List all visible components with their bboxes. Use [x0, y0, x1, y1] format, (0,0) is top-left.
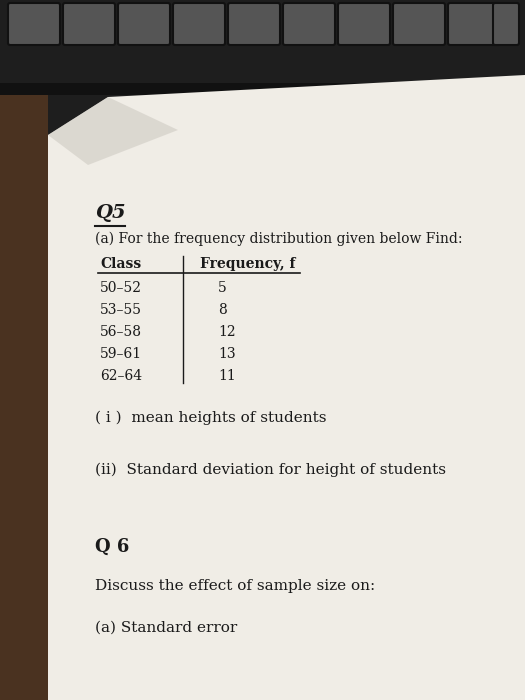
Text: 59–61: 59–61 [100, 347, 142, 361]
Text: 8: 8 [218, 303, 227, 317]
Bar [0, 83, 525, 95]
Text: 12: 12 [218, 325, 236, 339]
Text: Class: Class [100, 257, 141, 271]
Text: Discuss the effect of sample size on:: Discuss the effect of sample size on: [95, 579, 375, 593]
FancyBboxPatch shape [338, 3, 390, 45]
FancyBboxPatch shape [63, 3, 115, 45]
Polygon shape [48, 75, 525, 700]
Text: Q5: Q5 [95, 204, 125, 222]
FancyBboxPatch shape [8, 3, 60, 45]
FancyBboxPatch shape [173, 3, 225, 45]
Text: 5: 5 [218, 281, 227, 295]
Text: 56–58: 56–58 [100, 325, 142, 339]
Text: 53–55: 53–55 [100, 303, 142, 317]
FancyBboxPatch shape [228, 3, 280, 45]
Text: Q 6: Q 6 [95, 538, 129, 556]
Text: (a) For the frequency distribution given below Find:: (a) For the frequency distribution given… [95, 232, 463, 246]
Text: 11: 11 [218, 369, 236, 383]
FancyBboxPatch shape [448, 3, 500, 45]
Bar [0, 0, 525, 95]
FancyBboxPatch shape [393, 3, 445, 45]
Bar [0, 95, 48, 700]
Text: 50–52: 50–52 [100, 281, 142, 295]
Text: (a) Standard error: (a) Standard error [95, 621, 237, 635]
FancyBboxPatch shape [493, 3, 519, 45]
Text: 13: 13 [218, 347, 236, 361]
Polygon shape [48, 97, 178, 165]
Text: 62–64: 62–64 [100, 369, 142, 383]
Text: ( i )  mean heights of students: ( i ) mean heights of students [95, 411, 327, 425]
FancyBboxPatch shape [283, 3, 335, 45]
Text: Frequency, f: Frequency, f [200, 257, 296, 271]
Text: (ii)  Standard deviation for height of students: (ii) Standard deviation for height of st… [95, 463, 446, 477]
FancyBboxPatch shape [118, 3, 170, 45]
